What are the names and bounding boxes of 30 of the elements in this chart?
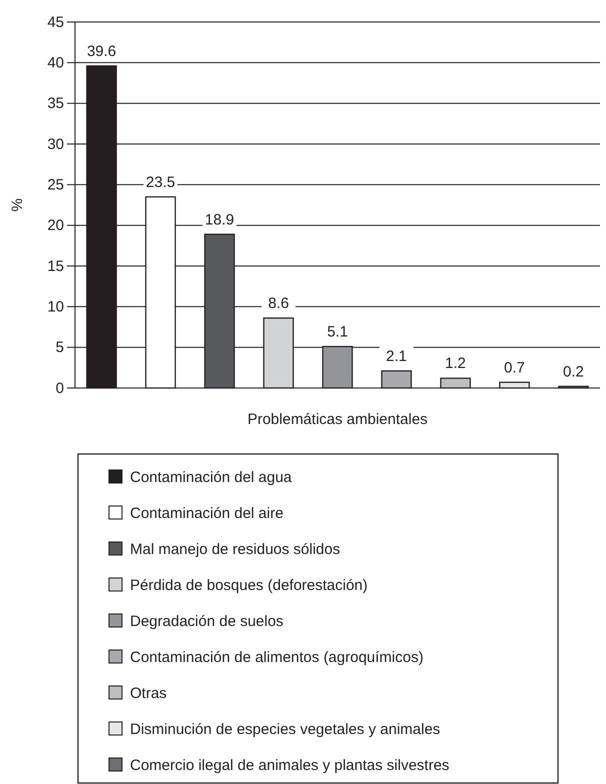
legend-label: Contaminación de alimentos (agroquímicos) (130, 649, 424, 666)
data-label: 0.2 (563, 363, 584, 380)
data-label: 0.7 (504, 359, 525, 376)
legend-label: Pérdida de bosques (deforestación) (130, 577, 368, 594)
y-tick-label: 5 (56, 339, 64, 356)
y-tick-label: 20 (47, 217, 64, 234)
legend-label: Contaminación del aire (130, 505, 284, 522)
data-label: 23.5 (146, 174, 176, 191)
data-label: 1.2 (445, 355, 466, 372)
data-label: 8.6 (268, 295, 289, 312)
data-label: 18.9 (204, 211, 234, 228)
y-tick-label: 45 (47, 14, 64, 31)
x-axis-title: Problemáticas ambientales (247, 411, 428, 428)
legend-label: Otras (130, 685, 167, 702)
y-axis-title: % (9, 198, 26, 212)
data-label: 39.6 (86, 42, 116, 60)
y-tick-label: 0 (56, 380, 64, 397)
legend-label: Degradación de suelos (130, 613, 284, 630)
legend-label: Contaminación del agua (130, 469, 292, 486)
y-tick-label: 15 (47, 258, 64, 275)
legend-label: Comercio ilegal de animales y plantas silvestres (130, 757, 450, 774)
y-tick-label: 35 (47, 95, 64, 112)
y-tick-label: 30 (47, 136, 64, 153)
data-label: 2.1 (386, 348, 407, 365)
y-tick-label: 10 (47, 298, 64, 316)
y-tick-label: 40 (47, 54, 64, 72)
data-label: 5.1 (327, 324, 348, 341)
legend-label: Disminución de especies vegetales y animales (130, 721, 440, 738)
y-tick-label: 25 (47, 176, 64, 194)
legend-label: Mal manejo de residuos sólidos (130, 541, 340, 558)
